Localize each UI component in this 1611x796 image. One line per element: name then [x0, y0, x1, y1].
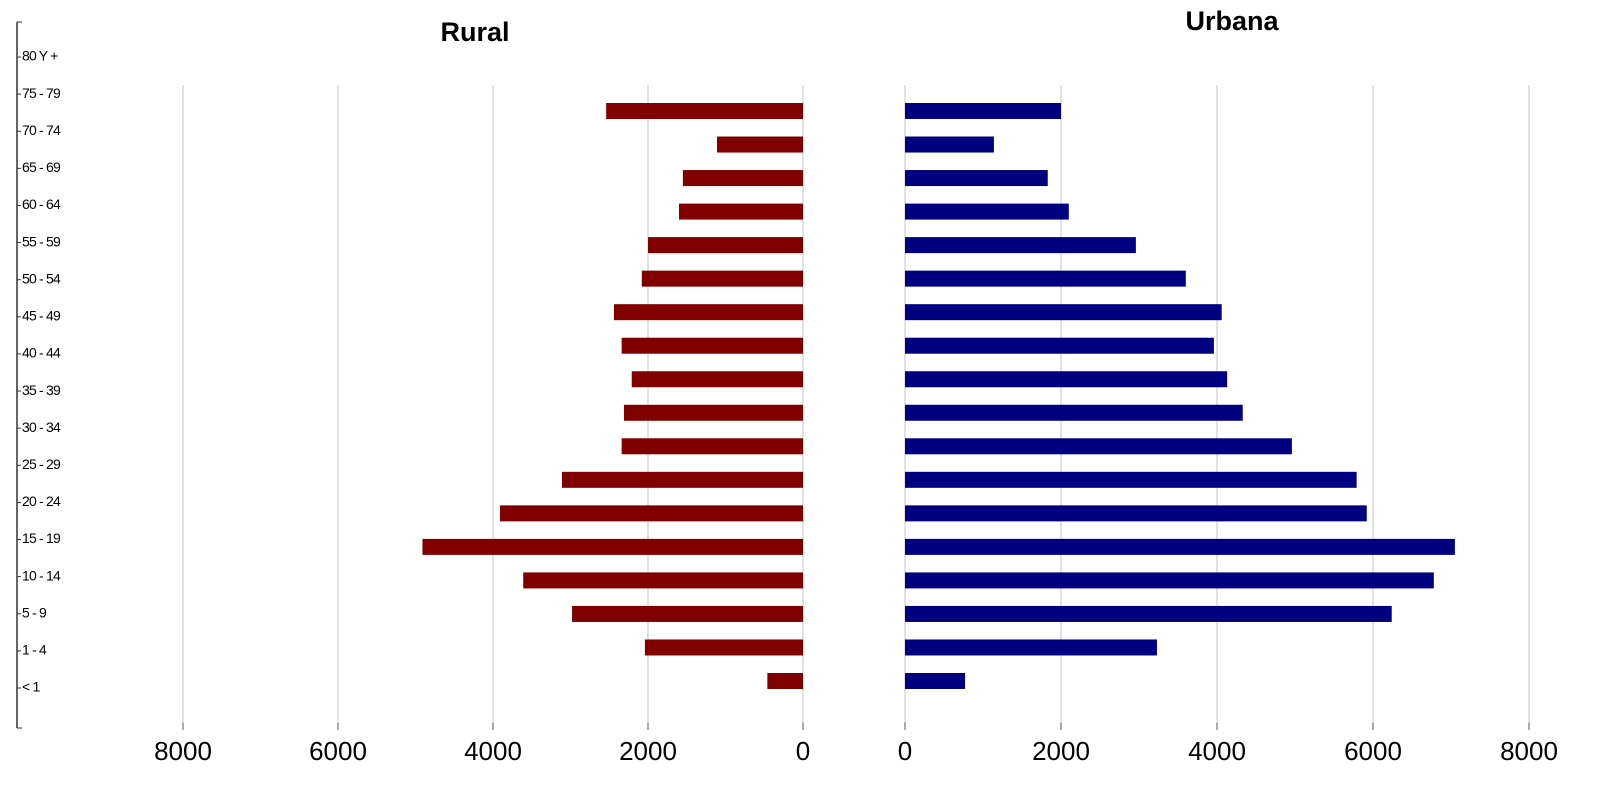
bar: [905, 371, 1228, 388]
bar: [648, 237, 803, 254]
bar: [905, 337, 1214, 354]
bar: [905, 605, 1392, 622]
x-tick-label: 2000: [619, 736, 677, 766]
x-tick-label: 8000: [1500, 736, 1558, 766]
bar: [561, 471, 803, 488]
bar: [905, 673, 966, 689]
bar: [905, 404, 1243, 421]
x-tick-label: 8000: [154, 736, 212, 766]
category-label: 65 - 69: [22, 159, 61, 175]
bar: [606, 103, 803, 119]
x-tick-label: 6000: [309, 736, 367, 766]
x-tick-label: 4000: [1188, 736, 1246, 766]
bar: [905, 572, 1434, 589]
bar: [631, 371, 803, 388]
category-label: 60 - 64: [22, 196, 61, 212]
bar: [905, 639, 1157, 656]
bar: [905, 304, 1222, 321]
category-label: 5 - 9: [22, 604, 47, 620]
bar: [905, 538, 1455, 555]
category-label: 40 - 44: [22, 345, 61, 361]
category-label: 55 - 59: [22, 233, 61, 249]
bar: [682, 170, 803, 187]
category-label: 15 - 19: [22, 530, 61, 546]
x-tick-label: 2000: [1032, 736, 1090, 766]
bar: [641, 270, 803, 287]
x-tick-label: 0: [796, 736, 810, 766]
bar: [499, 505, 803, 522]
category-label: 75 - 79: [22, 85, 61, 101]
bar: [523, 572, 803, 589]
bar: [905, 103, 1061, 119]
bar: [623, 404, 803, 421]
bar: [679, 203, 803, 220]
bar: [905, 438, 1292, 455]
bar: [905, 136, 994, 153]
category-label: 35 - 39: [22, 382, 61, 398]
category-label: 70 - 74: [22, 122, 61, 138]
bar: [905, 237, 1136, 254]
bar: [621, 337, 803, 354]
category-label: 50 - 54: [22, 270, 61, 286]
x-tick-label: 0: [898, 736, 912, 766]
chart-title: Rural: [440, 17, 509, 47]
category-label: 25 - 29: [22, 456, 61, 472]
x-tick-label: 4000: [464, 736, 522, 766]
bar: [422, 538, 803, 555]
category-label: 1 - 4: [22, 642, 47, 658]
bar: [905, 170, 1048, 187]
category-label: 45 - 49: [22, 308, 61, 324]
chart-title: Urbana: [1185, 6, 1279, 36]
category-label: 10 - 14: [22, 567, 61, 583]
category-label: 80 Y +: [22, 48, 58, 64]
category-label: < 1: [22, 679, 40, 695]
category-label: 20 - 24: [22, 493, 61, 509]
bar: [905, 505, 1367, 522]
bar: [905, 203, 1069, 220]
bar: [905, 270, 1186, 287]
bar: [613, 304, 803, 321]
bar: [644, 639, 803, 656]
category-label: 30 - 34: [22, 419, 61, 435]
bar: [572, 605, 803, 622]
x-tick-label: 6000: [1344, 736, 1402, 766]
bar: [905, 471, 1357, 488]
bar: [621, 438, 803, 455]
bar: [767, 673, 803, 689]
bar: [716, 136, 803, 153]
